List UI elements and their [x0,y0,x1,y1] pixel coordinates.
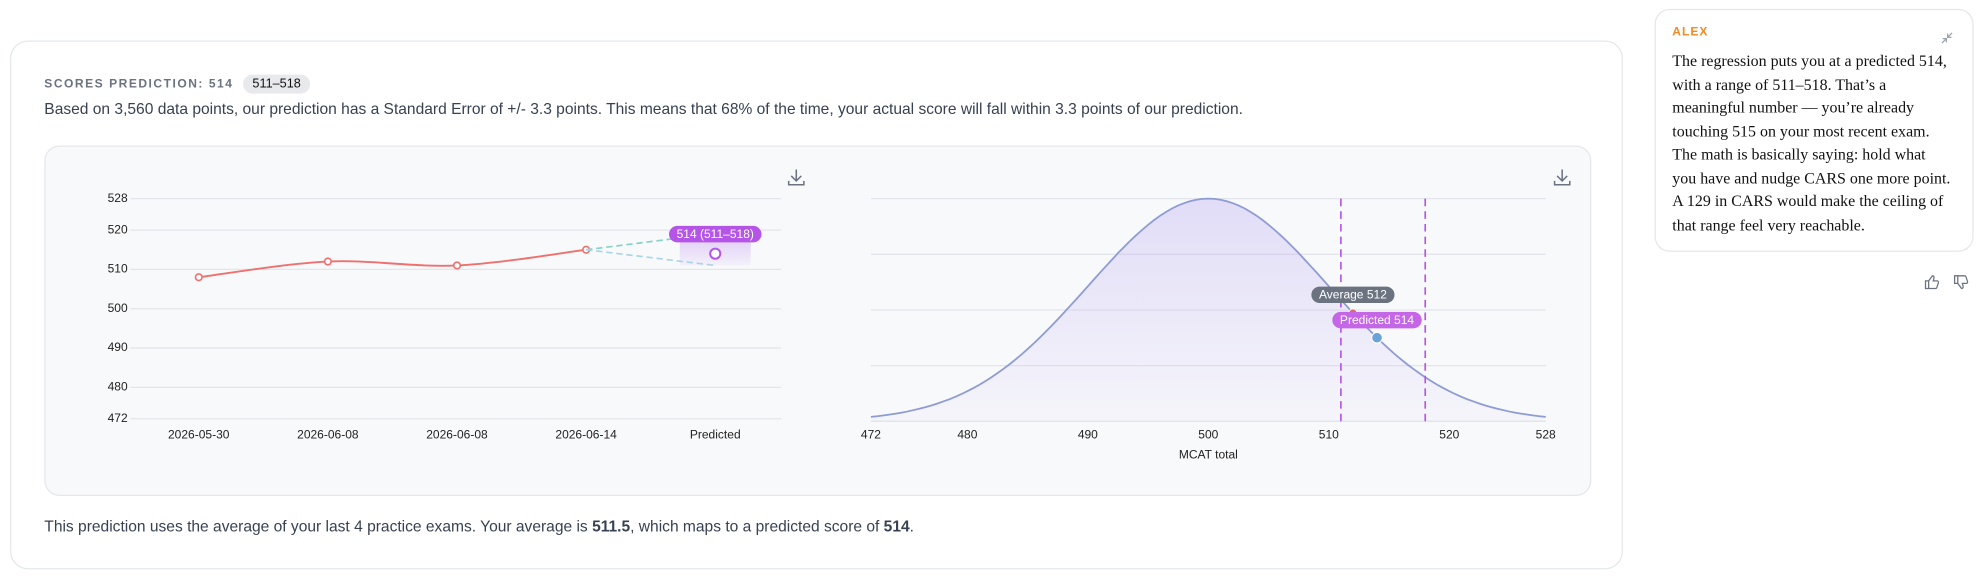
message-text: The regression puts you at a predicted 5… [1672,51,1951,234]
download-button[interactable] [787,169,805,186]
description: Based on 3,560 data points, our predicti… [44,99,1243,118]
chat-message: ALEX The regression puts you at a predic… [1654,8,1974,252]
collapse-button[interactable] [1939,30,1954,45]
download-button[interactable] [1553,169,1571,186]
score-point [323,257,332,266]
footer-text: This prediction uses the average of your… [44,517,593,536]
x-tick-label: 2026-05-30 [168,427,230,441]
thumbs-down[interactable] [1952,273,1970,291]
predicted-point [709,247,722,260]
card-title: SCORES PREDICTION: 514 [44,77,234,92]
prediction-card [10,40,1623,570]
marker-point [1371,331,1383,344]
x-tick-label: 2026-06-08 [426,427,488,441]
footer: This prediction uses the average of your… [44,517,914,535]
x-axis-label: MCAT total [1179,448,1238,462]
x-tick-label: 480 [957,427,977,441]
x-tick-label: Predicted [690,427,741,441]
header: SCORES PREDICTION: 514 511–518 [44,74,310,94]
y-tick-label: 520 [108,222,128,236]
distribution-area [870,198,1546,422]
score-point [452,261,462,270]
distribution-curve [870,197,1546,418]
y-tick-label: 500 [108,301,128,315]
score-line [198,248,587,279]
footer-text: . [909,517,915,536]
x-tick-label: 2026-06-08 [297,427,359,441]
x-tick-label: 528 [1536,427,1556,441]
x-tick-label: 490 [1078,427,1098,441]
thumbs-up[interactable] [1923,273,1941,291]
range-high-line [586,237,680,251]
marker-label-bg [1311,286,1395,304]
x-tick-label: 510 [1319,427,1339,441]
marker-label-bg [1332,311,1422,329]
author: ALEX [1672,25,1709,40]
range-badge: 511–518 [243,74,310,94]
charts: 472 480 490 500 510 520 528 2026-05-30 2026-06-0… [108,169,1571,462]
x-tick-label: 2026-06-14 [555,427,617,441]
range-low-line [586,248,716,267]
marker-label: Average 512 [1319,288,1387,302]
x-tick-label: 520 [1439,427,1459,441]
y-tick-label: 528 [108,191,128,205]
y-tick-label: 490 [108,340,128,354]
y-tick-label: 510 [108,262,128,276]
marker-label: Predicted 514 [1340,313,1414,327]
average-score: 511.5 [592,517,631,536]
x-tick-label: 472 [861,427,881,441]
y-tick-label: 472 [108,411,128,425]
score-point [194,273,203,282]
x-tick-label: 500 [1198,427,1218,441]
predicted-label: 514 (511–518) [677,227,754,241]
y-tick-label: 480 [108,380,128,394]
predicted-score: 514 [883,517,910,536]
footer-text: , which maps to a predicted score of [630,517,884,536]
predicted-label-bg [669,225,762,243]
